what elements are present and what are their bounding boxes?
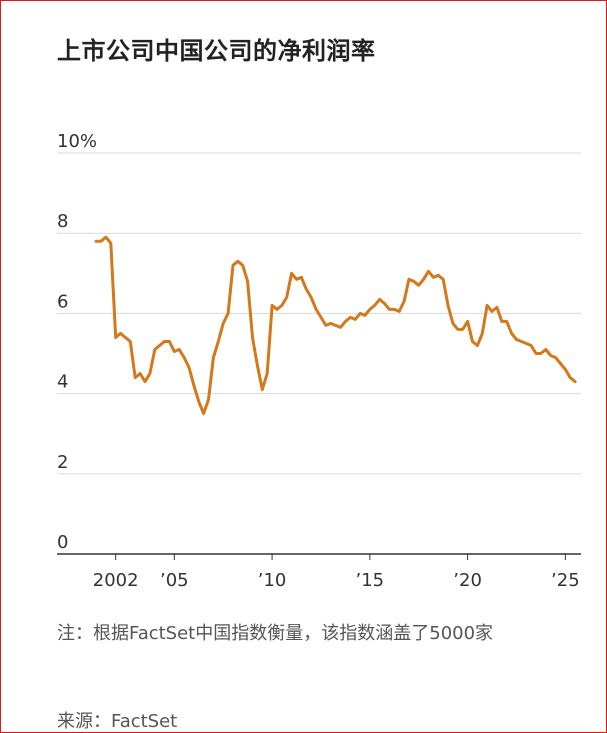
x-axis-tick-labels: 2002 ’05 ’10 ’15 ’20 ’25 <box>93 570 580 591</box>
chart-title: 上市公司中国公司的净利润率 <box>57 37 376 65</box>
y-tick-label: 10% <box>57 131 97 152</box>
y-tick-label: 6 <box>57 291 68 312</box>
y-tick-label: 4 <box>57 372 68 393</box>
x-tick-label: ’10 <box>258 570 287 591</box>
x-tick-label: ’05 <box>160 570 189 591</box>
chart-note: 注：根据FactSet中国指数衡量，该指数涵盖了5000家 <box>57 623 494 644</box>
x-tick-label: ’15 <box>356 570 385 591</box>
y-tick-label: 0 <box>57 532 68 553</box>
chart-source: 来源：FactSet <box>57 711 178 732</box>
series-layer <box>94 235 577 416</box>
series-line <box>94 235 577 416</box>
x-axis <box>57 553 581 560</box>
y-axis-tick-labels: 10% 8 6 4 2 0 <box>57 131 97 553</box>
x-tick-label: ’20 <box>453 570 482 591</box>
x-tick-label: ’25 <box>551 570 580 591</box>
x-tick-label: 2002 <box>93 570 139 591</box>
y-tick-label: 2 <box>57 452 68 473</box>
y-tick-label: 8 <box>57 211 68 232</box>
